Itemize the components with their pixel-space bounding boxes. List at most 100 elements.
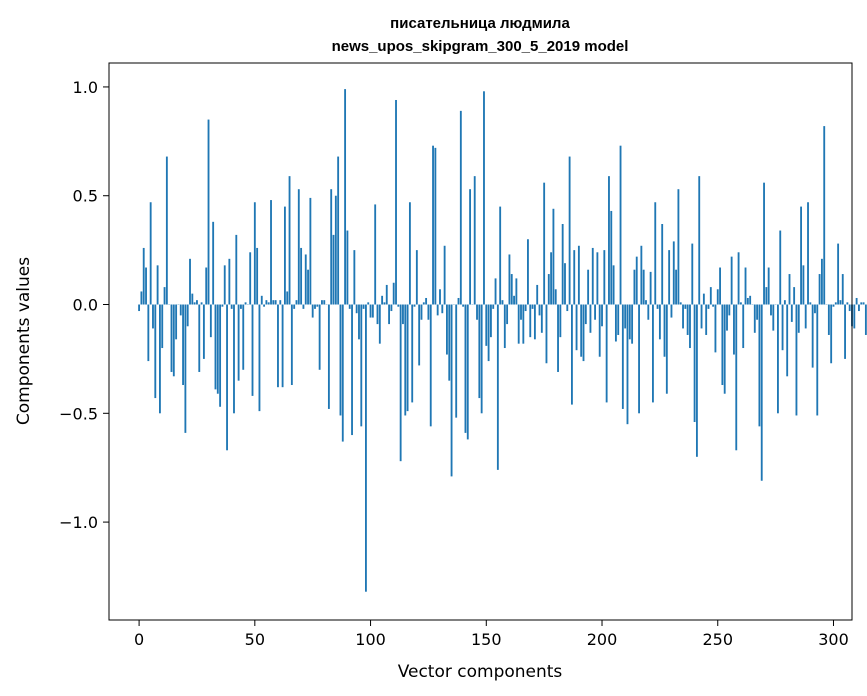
bar [834, 302, 837, 305]
bar [807, 202, 809, 305]
bar [601, 304, 603, 327]
bar [293, 304, 296, 309]
bar [253, 202, 256, 305]
bar [279, 300, 282, 305]
bar [446, 304, 448, 355]
bar [152, 304, 154, 329]
bar [216, 304, 219, 394]
bar [263, 304, 266, 307]
bar [693, 304, 696, 422]
x-tick-label: 0 [134, 630, 144, 649]
bar [304, 254, 307, 305]
x-axis-label: Vector components [398, 662, 563, 682]
bar [459, 110, 462, 305]
bar [388, 304, 390, 325]
bar [321, 300, 323, 305]
bar [848, 304, 851, 312]
bar [411, 304, 414, 403]
bar [334, 195, 337, 305]
bar [640, 245, 643, 305]
bar [432, 145, 434, 305]
bar [376, 304, 379, 325]
bar [489, 304, 492, 338]
bar [209, 304, 212, 338]
bar [202, 304, 205, 359]
bar [212, 221, 215, 305]
bar [733, 304, 735, 355]
bar [392, 282, 395, 305]
bar [735, 304, 738, 451]
bar [450, 304, 453, 477]
bar [223, 265, 226, 305]
bar [846, 302, 849, 305]
x-tick-label: 250 [702, 630, 733, 649]
bar [517, 304, 520, 344]
bar [425, 297, 428, 305]
bar [316, 304, 319, 307]
bar [365, 304, 367, 592]
x-axis-ticks: 0 50 100 150 200 250 300 [134, 620, 849, 649]
bar [309, 197, 312, 305]
bar [381, 295, 384, 305]
bar [837, 243, 840, 305]
bar [506, 304, 509, 325]
bar [536, 284, 539, 305]
bar [448, 304, 451, 381]
bar [719, 267, 721, 305]
bar [140, 291, 143, 305]
bar [258, 304, 261, 412]
bar [700, 304, 703, 329]
bar [367, 302, 370, 305]
x-tick-label: 150 [471, 630, 502, 649]
bar [795, 304, 798, 416]
bar [645, 300, 647, 305]
bar [297, 189, 300, 305]
x-tick-label: 300 [818, 630, 849, 649]
bar [781, 304, 784, 351]
bar [314, 304, 316, 309]
bar [557, 304, 559, 372]
bar [323, 300, 326, 305]
bar [420, 304, 423, 320]
bar [730, 256, 733, 305]
bar [668, 250, 671, 305]
bar [587, 269, 590, 305]
bar [200, 302, 203, 305]
bar [214, 304, 217, 390]
bar [170, 304, 173, 372]
bar [443, 245, 446, 305]
bar [672, 241, 675, 305]
bar [524, 304, 527, 312]
bar [295, 300, 298, 305]
bar [737, 252, 740, 305]
bar [277, 304, 279, 388]
bar [193, 302, 196, 305]
bar [462, 304, 465, 307]
bar [677, 189, 680, 305]
bar [242, 304, 245, 370]
bar [286, 291, 289, 305]
bar [797, 304, 800, 333]
bar [663, 304, 666, 357]
bar [399, 304, 402, 462]
bar [561, 224, 564, 305]
bar [608, 176, 610, 305]
bar [658, 304, 661, 340]
bar [598, 304, 601, 357]
bar [538, 304, 541, 316]
bar [332, 234, 335, 305]
bar [756, 304, 759, 320]
bar [594, 304, 596, 320]
bar [647, 304, 650, 320]
bar [654, 202, 657, 305]
bar [513, 295, 515, 305]
bar [207, 119, 210, 305]
bar [684, 304, 687, 309]
bar [580, 304, 583, 357]
bar [434, 147, 437, 305]
bar [665, 304, 668, 394]
bar [746, 297, 749, 305]
bar [515, 278, 518, 305]
bar [499, 206, 502, 305]
x-tick-label: 50 [245, 630, 265, 649]
